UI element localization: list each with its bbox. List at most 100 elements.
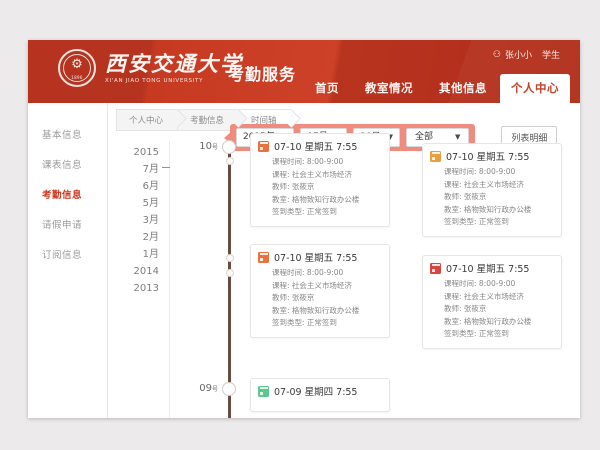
- page-body: 基本信息 课表信息 考勤信息 请假申请 订阅信息 个人中心 考勤信息 时间轴 2…: [28, 103, 580, 418]
- attendance-card[interactable]: 07-10 星期五 7:55 课程时间: 8:00-9:00 课程: 社会主义市…: [250, 133, 390, 227]
- value-classroom: 格物致知行政办公楼: [463, 204, 532, 214]
- attendance-course: 课程: 社会主义市场经济: [430, 179, 554, 192]
- timeline-month-1[interactable]: 1月: [142, 249, 159, 260]
- sidebar-item-subscription-info[interactable]: 订阅信息: [42, 250, 83, 261]
- attendance-course: 课程: 社会主义市场经济: [258, 280, 382, 293]
- calendar-icon: [430, 262, 441, 274]
- timeline-month-3[interactable]: 3月: [142, 215, 159, 226]
- sidebar-item-leave-request[interactable]: 请假申请: [42, 220, 83, 231]
- timeline-day-unit: 号: [211, 386, 218, 393]
- timeline-year-2015[interactable]: 2015: [133, 147, 159, 158]
- nav-item-classroom[interactable]: 教室情况: [365, 81, 413, 95]
- value-teacher: 张筱京: [463, 304, 487, 313]
- timeline-year-2014[interactable]: 2014: [133, 266, 159, 277]
- label-course-time: 课程时间:: [444, 167, 477, 176]
- attendance-card[interactable]: 07-10 星期五 7:55 课程时间: 8:00-9:00 课程: 社会主义市…: [422, 255, 562, 349]
- label-course: 课程:: [272, 169, 290, 179]
- value-course-time: 8:00-9:00: [478, 279, 516, 288]
- seal-year-tag: 1896: [71, 75, 83, 80]
- chevron-down-icon: ▼: [455, 133, 461, 141]
- value-course-time: 8:00-9:00: [306, 157, 344, 166]
- attendance-course-time: 课程时间: 8:00-9:00: [258, 156, 382, 169]
- attendance-card[interactable]: 07-09 星期四 7:55: [250, 378, 390, 412]
- attendance-card-title: 07-10 星期五 7:55: [446, 152, 530, 163]
- label-course: 课程:: [444, 291, 462, 301]
- attendance-signin-type: 签到类型: 正常签到: [430, 328, 554, 341]
- nav-item-other-info[interactable]: 其他信息: [439, 81, 487, 95]
- timeline-month-7[interactable]: 7月: [108, 161, 170, 178]
- attendance-card[interactable]: 07-10 星期五 7:55 课程时间: 8:00-9:00 课程: 社会主义市…: [422, 143, 562, 237]
- timeline-dot[interactable]: [225, 254, 234, 262]
- nav-item-home[interactable]: 首页: [315, 81, 339, 95]
- attendance-signin-type: 签到类型: 正常签到: [258, 317, 382, 330]
- site-header: ⚙ 1896 西安交通大学 XI'AN JIAO TONG UNIVERSITY…: [28, 40, 580, 103]
- attendance-card-title: 07-10 星期五 7:55: [274, 253, 358, 264]
- attendance-signin-type: 签到类型: 正常签到: [258, 206, 382, 219]
- attendance-card-header: 07-10 星期五 7:55: [258, 139, 382, 153]
- timeline-year-2013[interactable]: 2013: [133, 283, 159, 294]
- timeline-month-6[interactable]: 6月: [142, 181, 159, 192]
- timeline-day-number: 09: [199, 383, 212, 394]
- timeline-dot[interactable]: [225, 157, 234, 165]
- brand-block: ⚙ 1896 西安交通大学 XI'AN JIAO TONG UNIVERSITY: [58, 49, 243, 87]
- timeline-day-number: 10: [199, 141, 212, 152]
- nav-item-personal-center[interactable]: 个人中心: [500, 74, 570, 103]
- attendance-course-time: 课程时间: 8:00-9:00: [258, 267, 382, 280]
- sidebar: 基本信息 课表信息 考勤信息 请假申请 订阅信息: [28, 103, 108, 418]
- timeline-day-marker-10: 10号: [199, 141, 218, 152]
- calendar-icon: [258, 251, 269, 263]
- attendance-classroom: 教室: 格物致知行政办公楼: [258, 305, 382, 318]
- sidebar-item-attendance-info[interactable]: 考勤信息: [42, 190, 83, 201]
- label-course-time: 课程时间:: [444, 279, 477, 288]
- value-teacher: 张筱京: [463, 192, 487, 201]
- university-name-cn: 西安交通大学: [105, 51, 243, 76]
- timeline-month-5[interactable]: 5月: [142, 198, 159, 209]
- attendance-teacher: 教师: 张筱京: [258, 292, 382, 305]
- attendance-card-title: 07-10 星期五 7:55: [274, 142, 358, 153]
- user-avatar-icon: ⚇: [492, 49, 501, 60]
- system-name: 考勤服务: [228, 65, 297, 84]
- sidebar-item-schedule-info[interactable]: 课表信息: [42, 160, 83, 171]
- breadcrumb-item-attendance-info[interactable]: 考勤信息: [177, 109, 239, 131]
- attendance-card[interactable]: 07-10 星期五 7:55 课程时间: 8:00-9:00 课程: 社会主义市…: [250, 244, 390, 338]
- label-signin-type: 签到类型:: [272, 318, 305, 327]
- scope-select[interactable]: 全部 ▼: [405, 128, 470, 147]
- value-signin-type: 正常签到: [306, 207, 337, 216]
- calendar-icon: [430, 150, 441, 162]
- value-teacher: 张筱京: [291, 182, 315, 191]
- main-content: 个人中心 考勤信息 时间轴 2015年 ▼ 07月 ▼ 10日 ▼: [108, 103, 580, 418]
- label-classroom: 教室:: [444, 316, 462, 326]
- value-course-time: 8:00-9:00: [306, 268, 344, 277]
- label-signin-type: 签到类型:: [272, 207, 305, 216]
- timeline: 2015 7月 6月 5月 3月 2月 1月 2014 2013 10号: [108, 133, 580, 418]
- breadcrumb-item-personal-center[interactable]: 个人中心: [116, 109, 178, 131]
- label-classroom: 教室:: [272, 305, 290, 315]
- timeline-node[interactable]: [222, 382, 236, 396]
- user-role: 学生: [541, 51, 560, 61]
- label-teacher: 教师:: [444, 192, 462, 201]
- value-signin-type: 正常签到: [478, 217, 509, 226]
- attendance-classroom: 教室: 格物致知行政办公楼: [430, 316, 554, 329]
- sidebar-item-basic-info[interactable]: 基本信息: [42, 130, 83, 141]
- attendance-classroom: 教室: 格物致知行政办公楼: [258, 194, 382, 207]
- university-seal-icon: ⚙ 1896: [58, 49, 96, 87]
- timeline-month-2[interactable]: 2月: [142, 232, 159, 243]
- calendar-icon: [258, 385, 269, 397]
- attendance-card-header: 07-10 星期五 7:55: [430, 261, 554, 275]
- timeline-node[interactable]: [222, 140, 236, 154]
- value-classroom: 格物致知行政办公楼: [291, 194, 360, 204]
- scope-select-value: 全部: [414, 132, 433, 142]
- brand-text: 西安交通大学 XI'AN JIAO TONG UNIVERSITY: [105, 51, 243, 85]
- main-nav: 首页 教室情况 其他信息 个人中心: [302, 74, 570, 103]
- attendance-card-header: 07-09 星期四 7:55: [258, 384, 382, 398]
- value-signin-type: 正常签到: [478, 329, 509, 338]
- value-course: 社会主义市场经济: [291, 280, 352, 290]
- label-classroom: 教室:: [444, 204, 462, 214]
- value-course: 社会主义市场经济: [291, 169, 352, 179]
- attendance-teacher: 教师: 张筱京: [258, 181, 382, 194]
- attendance-course-time: 课程时间: 8:00-9:00: [430, 166, 554, 179]
- chevron-down-icon: ▼: [387, 133, 393, 141]
- label-course-time: 课程时间:: [272, 157, 305, 166]
- timeline-dot[interactable]: [225, 269, 234, 277]
- user-info[interactable]: ⚇ 张小小 学生: [492, 48, 560, 62]
